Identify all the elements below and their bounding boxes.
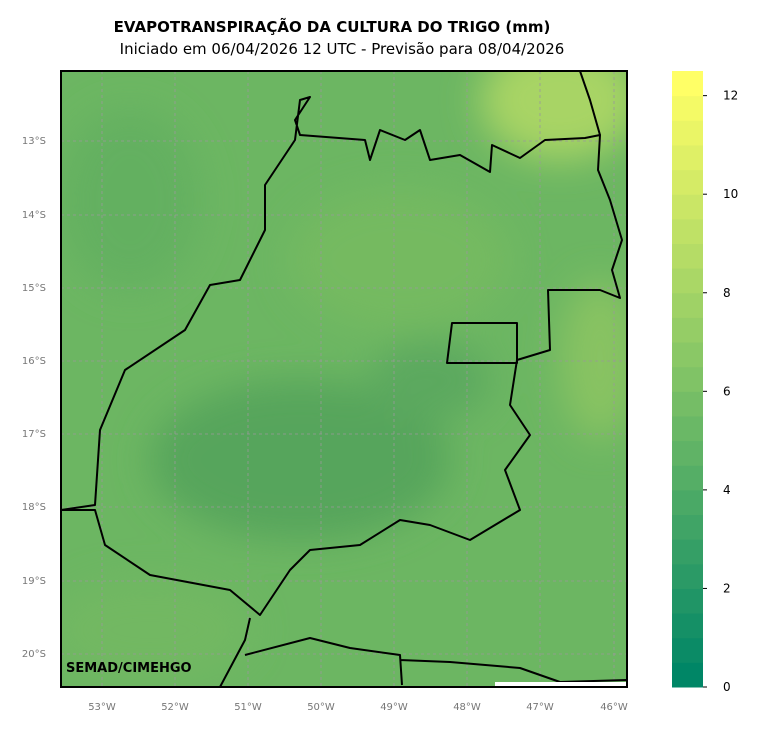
colorbar-band xyxy=(672,563,703,589)
colorbar-tick-label: 12 xyxy=(723,89,738,103)
lon-label: 47°W xyxy=(526,702,554,713)
lon-label: 50°W xyxy=(307,702,335,713)
lon-label: 51°W xyxy=(234,702,262,713)
colorbar-tick-label: 4 xyxy=(723,483,731,497)
colorbar-tick-label: 2 xyxy=(723,581,731,595)
colorbar-band xyxy=(672,662,703,688)
subtitle: Iniciado em 06/04/2026 12 UTC - Previsão… xyxy=(120,40,565,58)
colorbar-band xyxy=(672,391,703,417)
lon-label: 48°W xyxy=(453,702,481,713)
map-frame xyxy=(60,70,628,688)
colorbar-band xyxy=(672,342,703,368)
colorbar-tick-label: 6 xyxy=(723,384,731,398)
colorbar-band xyxy=(672,194,703,220)
colorbar-band xyxy=(672,120,703,146)
lon-label: 52°W xyxy=(161,702,189,713)
colorbar-band xyxy=(672,415,703,442)
lat-label: 19°S xyxy=(22,576,46,587)
colorbar-band xyxy=(672,465,703,491)
colorbar-band xyxy=(672,218,703,244)
colorbar-band xyxy=(672,169,703,195)
lat-label: 13°S xyxy=(22,136,46,147)
lat-label: 14°S xyxy=(22,210,46,221)
title: EVAPOTRANSPIRAÇÃO DA CULTURA DO TRIGO (m… xyxy=(114,17,551,36)
colorbar-band xyxy=(672,268,703,294)
colorbar-tick-label: 10 xyxy=(723,187,738,201)
lat-label: 18°S xyxy=(22,502,46,513)
colorbar-band xyxy=(672,366,703,392)
colorbar-band xyxy=(672,243,703,269)
colorbar-band xyxy=(672,514,703,540)
colorbar-band xyxy=(672,588,703,614)
map-field xyxy=(61,71,627,687)
lon-label: 49°W xyxy=(380,702,408,713)
lat-label: 15°S xyxy=(22,283,46,294)
lon-label: 46°W xyxy=(600,702,628,713)
colorbar-band xyxy=(672,292,703,318)
lat-label: 17°S xyxy=(22,429,46,440)
lat-label: 16°S xyxy=(22,356,46,367)
colorbar-band xyxy=(672,95,703,121)
colorbar-band xyxy=(672,613,703,639)
colorbar-tick-label: 0 xyxy=(723,680,731,694)
lat-label: 20°S xyxy=(22,649,46,660)
lon-label: 53°W xyxy=(88,702,116,713)
colorbar-band xyxy=(672,637,703,663)
colorbar-band xyxy=(672,539,703,565)
colorbar-band xyxy=(672,317,703,343)
colorbar-band xyxy=(672,489,703,516)
colorbar-tick-label: 8 xyxy=(723,286,731,300)
colorbar-band xyxy=(672,71,703,97)
credit: SEMAD/CIMEHGO xyxy=(66,661,192,676)
colorbar-band xyxy=(672,440,703,466)
colorbar-band xyxy=(672,144,703,171)
